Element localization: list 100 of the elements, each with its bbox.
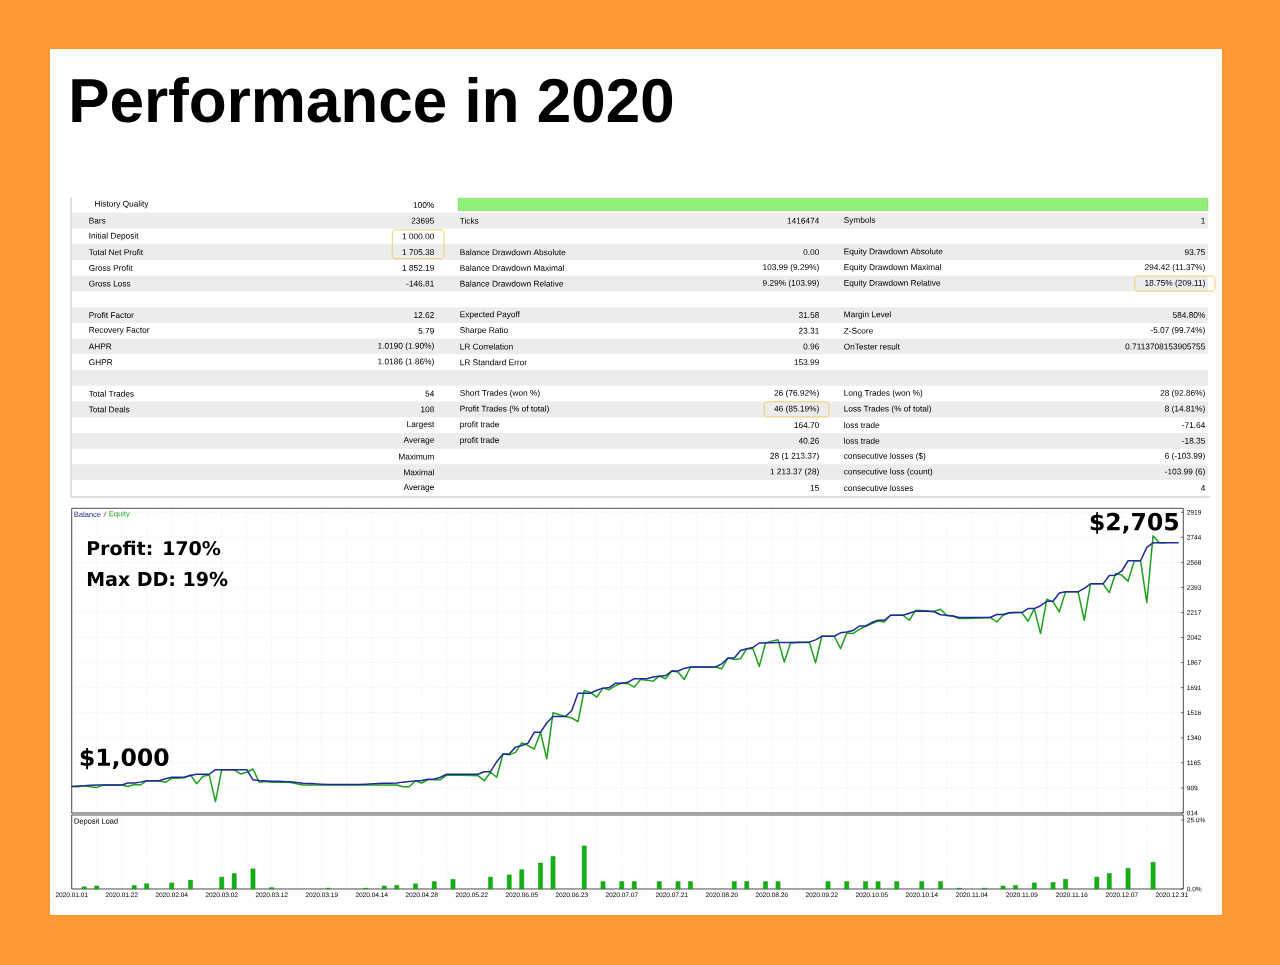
text: LR Standard Error	[460, 359, 527, 366]
text: Long Trades (won %)	[844, 389, 923, 398]
text: 1.0186 (1.86%)	[378, 358, 434, 367]
text: Initial Deposit	[89, 232, 139, 241]
text: Maximal	[404, 469, 434, 476]
text: 0.96	[803, 343, 819, 350]
text: Balance Drawdown Absolute	[460, 249, 566, 256]
bar	[488, 876, 493, 890]
bar	[763, 881, 768, 890]
text: 40.26	[798, 437, 819, 444]
text: 23.31	[798, 327, 819, 334]
bar	[731, 881, 737, 890]
annotation: Ticks	[459, 217, 479, 224]
bar	[1063, 879, 1068, 890]
text: -5.07 (99.74%)	[1150, 326, 1205, 335]
bar	[519, 869, 525, 890]
text: -103.99 (6)	[1165, 468, 1205, 477]
text: Largest	[407, 421, 435, 429]
bar	[894, 881, 900, 890]
text: 1 705.38	[402, 249, 434, 256]
text: Bars	[89, 217, 106, 224]
text: Short Trades (won %)	[460, 389, 540, 398]
bar	[450, 879, 456, 890]
text: 26 (76.92%)	[774, 389, 819, 398]
annotation: $2,705	[1090, 512, 1178, 534]
bar	[144, 883, 150, 890]
text: Recovery Factor	[89, 327, 150, 335]
annotation: 1416474	[787, 217, 820, 224]
bar	[81, 886, 87, 890]
text: GHPR	[89, 359, 113, 366]
bar	[431, 881, 437, 890]
bar	[619, 881, 625, 890]
annotation: 1	[1201, 217, 1205, 224]
bar	[231, 873, 237, 890]
text: Profit Factor	[89, 311, 134, 319]
bar	[675, 881, 681, 890]
text: Equity Drawdown Absolute	[844, 248, 943, 257]
text: 5.79	[418, 327, 434, 334]
bar	[538, 862, 543, 890]
text: AHPR	[88, 343, 112, 350]
text: 8 (14.81%)	[1165, 405, 1205, 414]
text: 31.58	[798, 312, 819, 318]
text: Total Trades	[88, 390, 134, 397]
bar	[1094, 876, 1100, 890]
bar	[94, 885, 100, 890]
text: 1 000.00	[402, 233, 434, 240]
bar	[131, 885, 137, 890]
text: 54	[425, 390, 435, 397]
bar	[1050, 882, 1056, 890]
text: 294.42 (11.37%)	[1144, 264, 1205, 272]
bar	[656, 881, 662, 890]
text: 100%	[413, 202, 434, 208]
text: 93.75	[1184, 249, 1205, 256]
text: Balance Drawdown Maximal	[460, 264, 564, 271]
bar	[1000, 885, 1006, 890]
text: 23695	[411, 217, 434, 224]
text: Profit Trades (% of total)	[460, 405, 549, 414]
text: 46 (85.19%)	[774, 405, 819, 414]
text: 18.75% (209.11)	[1145, 279, 1205, 288]
bar	[825, 881, 831, 890]
text: 15	[810, 485, 819, 491]
text: LR Correlation	[460, 343, 513, 350]
bar	[1125, 868, 1131, 890]
bar	[863, 881, 868, 890]
bar	[1106, 873, 1112, 890]
text: 103.99 (9.29%)	[763, 264, 819, 272]
text: Gross Loss	[89, 280, 131, 287]
bar	[250, 868, 256, 890]
text: Maximum	[399, 453, 434, 460]
text: loss trade	[844, 422, 880, 429]
bar	[581, 845, 587, 890]
bar	[1031, 882, 1037, 890]
text: 9.29% (103.99)	[762, 279, 819, 288]
bar	[744, 881, 750, 890]
text: Loss Trades (% of total)	[844, 405, 931, 414]
bar	[550, 856, 556, 890]
bar	[506, 874, 512, 890]
text: OnTester result	[844, 343, 900, 350]
bar	[631, 881, 637, 890]
bar	[938, 881, 943, 890]
bar	[844, 881, 850, 890]
text: 1 852.19	[402, 264, 434, 271]
bar	[188, 879, 193, 890]
text: 0.7113708153905755	[1125, 343, 1205, 350]
bar	[775, 881, 781, 890]
text: 164.70	[794, 422, 819, 428]
bar	[381, 885, 387, 890]
text: profit trade	[460, 421, 500, 429]
text: 6 (-103.99)	[1165, 452, 1205, 461]
text: 584.80%	[1172, 312, 1205, 318]
annotation: $1,000	[80, 747, 169, 770]
annotation: Max DD: 19%	[87, 571, 228, 587]
bar	[875, 881, 881, 890]
text: Gross Profit	[89, 264, 133, 271]
bar	[413, 883, 418, 890]
text: consecutive losses	[844, 484, 914, 491]
text: 108	[421, 406, 434, 413]
text: -146.81	[406, 280, 434, 287]
text: Equity Drawdown Maximal	[844, 263, 941, 272]
text: 0.00	[803, 249, 819, 256]
